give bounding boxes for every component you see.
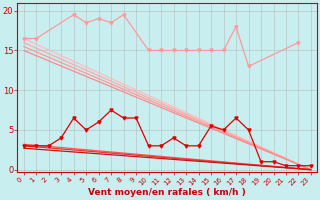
X-axis label: Vent moyen/en rafales ( km/h ): Vent moyen/en rafales ( km/h ) bbox=[88, 188, 246, 197]
